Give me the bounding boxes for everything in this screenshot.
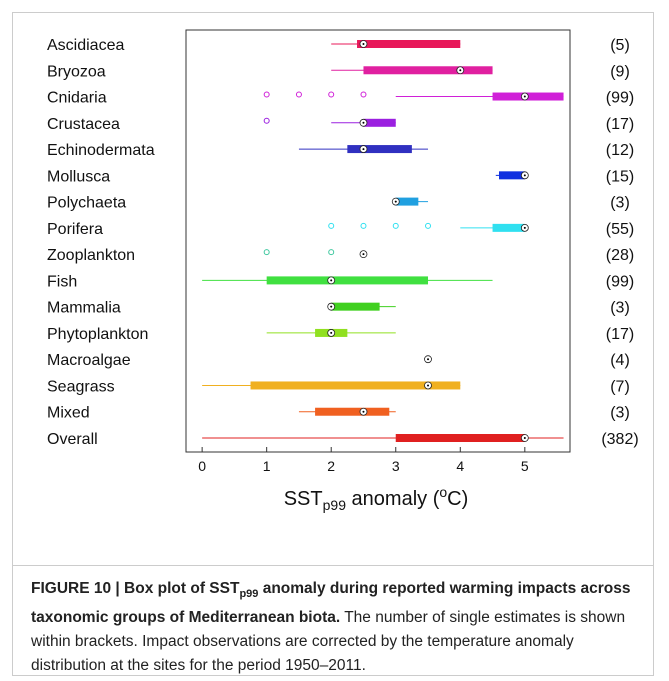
- outlier: [328, 91, 335, 98]
- median-dot: [330, 279, 333, 282]
- caption-bold: FIGURE 10 | Box plot of SSTp99 anomaly d…: [31, 580, 631, 626]
- count-label: (9): [610, 63, 630, 80]
- median-dot: [427, 384, 430, 387]
- category-label: Overall: [47, 431, 98, 448]
- category-label: Ascidiacea: [47, 37, 124, 54]
- median-dot: [362, 121, 365, 124]
- category-label: Porifera: [47, 221, 103, 238]
- count-label: (3): [610, 405, 630, 422]
- x-axis-label: SSTp99 anomaly (oC): [284, 484, 469, 513]
- median-dot: [362, 43, 365, 45]
- count-label: (7): [610, 378, 630, 395]
- category-label: Echinodermata: [47, 142, 155, 159]
- x-tick-label: 5: [521, 458, 529, 474]
- category-label: Mollusca: [47, 168, 110, 185]
- median-dot: [523, 226, 526, 229]
- x-label-part: C): [447, 488, 468, 510]
- box: [250, 381, 461, 390]
- median-dot: [330, 331, 333, 334]
- median-dot: [459, 69, 462, 72]
- count-label: (4): [610, 352, 630, 369]
- x-tick-label: 0: [198, 458, 206, 474]
- caption-part: anomaly during reported warming impacts …: [31, 580, 631, 627]
- caption-text: The number of single estimates is shown …: [31, 609, 626, 675]
- box: [363, 66, 493, 75]
- outlier: [263, 91, 270, 98]
- category-label: Macroalgae: [47, 352, 131, 369]
- category-label: Cnidaria: [47, 90, 107, 107]
- median-dot: [523, 174, 526, 177]
- box: [395, 197, 419, 206]
- separator: [13, 565, 653, 566]
- figure-frame: [12, 12, 654, 676]
- outlier: [263, 117, 270, 124]
- median-dot: [362, 410, 365, 413]
- x-label-sub: p99: [323, 497, 347, 513]
- count-label: (28): [606, 247, 634, 264]
- median-dot: [362, 253, 365, 256]
- x-tick-label: 2: [327, 458, 335, 474]
- chart: SSTp99 anomaly (oC) 0 1 2 3 4 5 Ascidiacea (5) B…: [47, 29, 639, 513]
- median-dot: [523, 95, 526, 98]
- box: [315, 407, 390, 416]
- plot-frame: [185, 29, 571, 453]
- box: [499, 171, 525, 180]
- x-label-part: anomaly (: [346, 488, 440, 510]
- count-label: (12): [606, 142, 634, 159]
- caption: FIGURE 10 | Box plot of SSTp99 anomaly d…: [31, 577, 641, 678]
- category-label: Mammalia: [47, 300, 121, 317]
- category-label: Fish: [47, 273, 77, 290]
- count-label: (3): [610, 195, 630, 212]
- category-label: Polychaeta: [47, 195, 126, 212]
- count-label: (17): [606, 326, 634, 343]
- category-label: Zooplankton: [47, 247, 135, 264]
- median-dot: [427, 358, 430, 361]
- count-label: (15): [606, 168, 634, 185]
- count-label: (3): [610, 300, 630, 317]
- outlier: [392, 222, 399, 229]
- box: [266, 276, 429, 285]
- category-label: Seagrass: [47, 378, 115, 395]
- category-label: Mixed: [47, 405, 90, 422]
- outlier: [295, 91, 302, 98]
- x-label-sup: o: [439, 484, 447, 500]
- x-tick-label: 1: [263, 458, 271, 474]
- count-label: (17): [606, 116, 634, 133]
- box: [395, 434, 525, 442]
- box: [492, 223, 525, 232]
- category-label: Bryozoa: [47, 63, 106, 80]
- outlier: [263, 249, 270, 256]
- median-dot: [330, 305, 333, 308]
- x-label-part: SST: [284, 488, 323, 510]
- outlier: [328, 222, 335, 229]
- category-label: Crustacea: [47, 116, 120, 133]
- x-tick-label: 4: [456, 458, 464, 474]
- count-label: (99): [606, 90, 634, 107]
- category-label: Phytoplankton: [47, 326, 148, 343]
- caption-part: FIGURE 10 | Box plot of SST: [31, 580, 240, 597]
- box: [347, 145, 412, 154]
- outlier: [360, 91, 367, 98]
- median-dot: [362, 148, 365, 151]
- outlier: [360, 222, 367, 229]
- outlier: [425, 222, 432, 229]
- box: [363, 118, 396, 127]
- count-label: (99): [606, 273, 634, 290]
- outlier: [328, 249, 335, 256]
- count-label: (5): [610, 37, 630, 54]
- x-tick-label: 3: [392, 458, 400, 474]
- caption-sub: p99: [239, 588, 259, 601]
- box: [357, 40, 461, 48]
- count-label: (55): [606, 221, 634, 238]
- median-dot: [523, 437, 526, 439]
- median-dot: [394, 200, 397, 203]
- count-label: (382): [601, 431, 638, 448]
- box: [331, 302, 380, 311]
